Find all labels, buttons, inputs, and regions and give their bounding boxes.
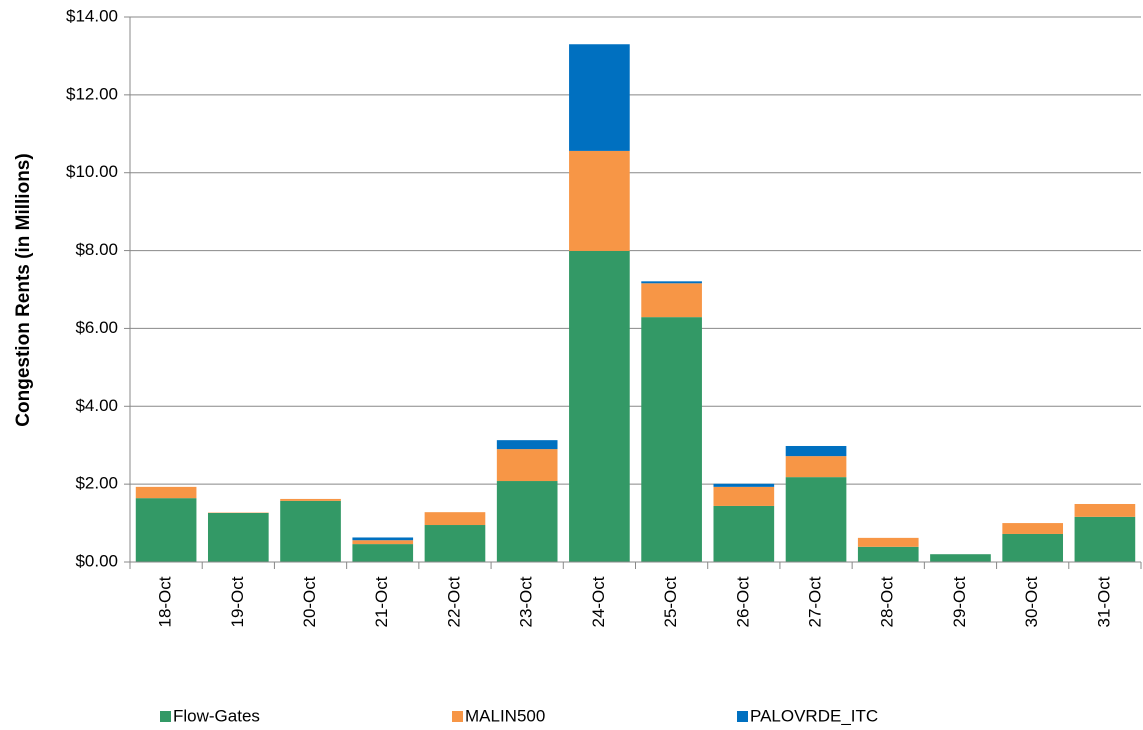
bar-segment bbox=[352, 537, 414, 541]
bar-segment bbox=[1074, 516, 1136, 562]
bar-segment bbox=[352, 540, 414, 545]
bar-segment bbox=[280, 500, 341, 562]
y-tick-label: $14.00 bbox=[66, 6, 118, 25]
y-tick-label: $6.00 bbox=[75, 318, 118, 337]
bar-segment bbox=[496, 481, 558, 562]
x-tick-label: 26-Oct bbox=[733, 576, 752, 627]
bar-segment bbox=[569, 250, 630, 563]
bar-segment bbox=[857, 537, 919, 547]
bar-segment bbox=[713, 486, 775, 506]
legend-label: PALOVRDE_ITC bbox=[750, 706, 878, 725]
x-tick-label: 23-Oct bbox=[517, 576, 536, 627]
bar-segment bbox=[424, 512, 486, 526]
x-tick-label: 22-Oct bbox=[444, 576, 463, 627]
bar-segment bbox=[713, 483, 775, 487]
y-tick-label: $10.00 bbox=[66, 162, 118, 181]
bar-segment bbox=[135, 486, 197, 499]
y-tick-label: $12.00 bbox=[66, 84, 118, 103]
y-tick-label: $4.00 bbox=[75, 396, 118, 415]
bar-segment bbox=[496, 440, 558, 450]
bar-segment bbox=[352, 544, 414, 562]
x-tick-label: 24-Oct bbox=[589, 576, 608, 627]
x-tick-label: 30-Oct bbox=[1022, 576, 1041, 627]
legend-label: Flow-Gates bbox=[173, 706, 260, 725]
y-tick-label: $8.00 bbox=[75, 240, 118, 259]
bar-segment bbox=[785, 477, 847, 562]
bar-segment bbox=[641, 283, 702, 318]
bar-segment bbox=[569, 44, 630, 151]
legend-swatch bbox=[737, 711, 748, 722]
x-tick-label: 28-Oct bbox=[878, 576, 897, 627]
bar-segment bbox=[930, 554, 991, 562]
bar-segment bbox=[857, 546, 919, 562]
bar-segment bbox=[641, 281, 702, 284]
y-tick-label: $2.00 bbox=[75, 474, 118, 493]
y-axis-label: Congestion Rents (in Millions) bbox=[13, 153, 34, 426]
bar-segment bbox=[569, 150, 630, 251]
bar-segment bbox=[1002, 523, 1064, 534]
bar-segment bbox=[713, 505, 775, 562]
x-tick-label: 25-Oct bbox=[661, 576, 680, 627]
bar-segment bbox=[496, 449, 558, 482]
bar-segment bbox=[785, 456, 847, 478]
x-tick-label: 31-Oct bbox=[1094, 576, 1113, 627]
bar-segment bbox=[785, 445, 847, 457]
bar-segment bbox=[280, 498, 341, 501]
x-tick-label: 27-Oct bbox=[806, 576, 825, 627]
bar-segment bbox=[641, 317, 702, 562]
legend-swatch bbox=[452, 711, 463, 722]
x-tick-label: 18-Oct bbox=[156, 576, 175, 627]
bar-segment bbox=[1002, 533, 1064, 562]
legend-label: MALIN500 bbox=[465, 706, 545, 725]
x-tick-label: 20-Oct bbox=[300, 576, 319, 627]
x-tick-label: 19-Oct bbox=[228, 576, 247, 627]
y-tick-label: $0.00 bbox=[75, 551, 118, 570]
bar-segment bbox=[207, 512, 269, 562]
x-tick-label: 21-Oct bbox=[372, 576, 391, 627]
bar-segment bbox=[424, 525, 486, 562]
bar-segment bbox=[1074, 503, 1136, 517]
legend-swatch bbox=[160, 711, 171, 722]
x-tick-label: 29-Oct bbox=[950, 576, 969, 627]
bar-segment bbox=[135, 498, 197, 562]
